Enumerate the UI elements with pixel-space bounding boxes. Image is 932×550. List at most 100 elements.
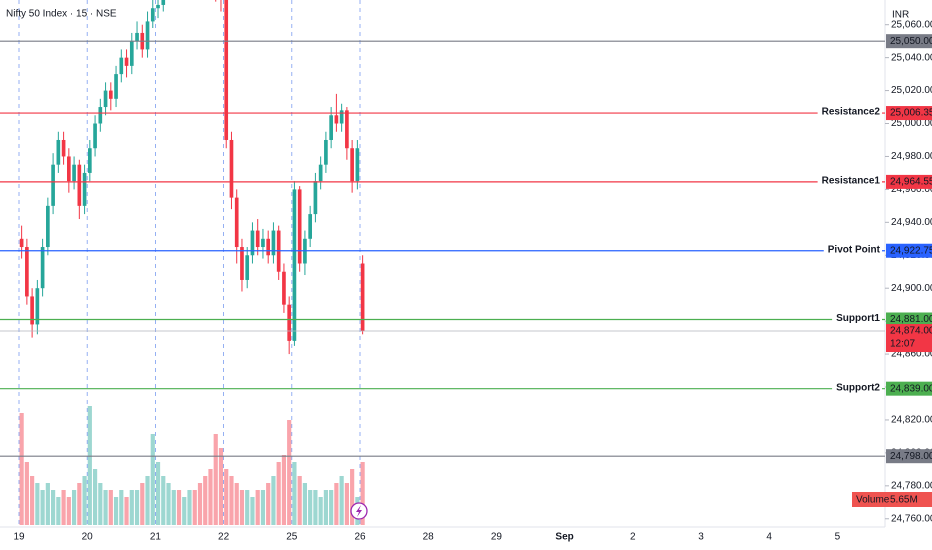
y-tick-label: 24,980.00 — [891, 151, 932, 162]
volume-bar — [360, 462, 365, 525]
volume-bar — [334, 483, 339, 525]
y-tick-label: 24,820.00 — [891, 415, 932, 426]
candle-body — [308, 214, 312, 239]
volume-bar — [124, 497, 129, 525]
candle-body — [129, 41, 134, 66]
volume-bar — [19, 413, 24, 525]
candle-body — [266, 238, 271, 256]
volume-bar — [318, 497, 323, 525]
candle-body — [355, 148, 360, 182]
level-tag-label: 24,964.55 — [890, 177, 932, 188]
candle-body — [40, 247, 45, 289]
volume-bar — [302, 483, 308, 525]
volume-bar — [129, 490, 134, 525]
volume-bar — [234, 483, 239, 525]
currency: INR — [892, 10, 909, 21]
level-tag — [886, 312, 932, 327]
volume-bar — [329, 490, 334, 525]
candle-body — [287, 304, 292, 341]
x-tick-label: Sep — [555, 532, 573, 543]
level-tag — [886, 174, 932, 189]
level-tag-label: 25,006.35 — [890, 108, 932, 119]
volume-value: 5.65M — [890, 495, 918, 506]
volume-bar — [323, 490, 328, 525]
candle-body — [25, 247, 29, 297]
volume-bar — [150, 434, 155, 525]
level-tag — [886, 449, 932, 464]
volume-tag — [852, 492, 932, 507]
volume-bar — [103, 490, 108, 525]
candle-body — [339, 110, 344, 124]
level-tag — [886, 243, 932, 258]
candle-body — [103, 90, 108, 108]
volume-bar — [203, 476, 208, 525]
volume-bar — [166, 483, 171, 525]
volume-bar — [218, 448, 224, 525]
volume-bar — [56, 497, 61, 525]
candle-body — [98, 107, 103, 124]
x-tick-label: 29 — [491, 532, 503, 543]
volume-bar — [239, 490, 245, 525]
x-tick-label: 4 — [766, 532, 772, 543]
candle-body — [150, 8, 155, 22]
x-tick-label: 5 — [835, 532, 841, 543]
level-tag-label: 24,922.75 — [890, 245, 932, 256]
volume-name: Volume — [856, 495, 890, 506]
x-tick-label: 25 — [286, 532, 298, 543]
volume-bar — [229, 476, 234, 525]
volume-bar — [92, 469, 98, 525]
volume-bar — [98, 483, 103, 525]
candle-body — [161, 0, 166, 5]
candle-body — [93, 123, 97, 149]
candle-body — [234, 197, 239, 248]
level-name-bg — [832, 381, 882, 395]
volume-bar — [255, 490, 260, 525]
level-name: Support1 — [836, 313, 880, 324]
volume-bar — [271, 476, 276, 525]
countdown: 12:07 — [890, 339, 915, 350]
candle-body — [329, 115, 333, 140]
candle-body — [282, 271, 286, 305]
candle-body — [360, 263, 365, 332]
y-tick-label: 24,940.00 — [891, 217, 932, 228]
candle-body — [297, 189, 302, 264]
volume-bar — [339, 476, 344, 525]
y-tick-label: 25,060.00 — [891, 19, 932, 30]
candle-body — [224, 0, 229, 140]
volume-bar — [292, 462, 297, 525]
level-tag — [886, 34, 932, 49]
x-tick-label: 2 — [630, 532, 636, 543]
volume-bar — [24, 462, 29, 525]
x-tick-label: 21 — [150, 532, 162, 543]
candle-body — [77, 164, 82, 206]
volume-bar — [176, 490, 182, 525]
candle-body — [156, 4, 160, 9]
level-name-bg — [832, 312, 882, 326]
candle-body — [72, 164, 76, 182]
x-tick-label: 26 — [354, 532, 366, 543]
candle-body — [135, 32, 139, 42]
candle-body — [318, 164, 323, 182]
candle-body — [124, 57, 129, 66]
candle-body — [51, 164, 55, 206]
volume-bar — [40, 490, 45, 525]
volume-bar — [82, 476, 87, 525]
y-tick-label: 25,000.00 — [891, 118, 932, 129]
level-name-bg — [817, 106, 882, 120]
volume-bar — [145, 476, 150, 525]
candle-body — [255, 230, 260, 248]
volume-bar — [35, 483, 40, 525]
volume-bar — [87, 406, 92, 525]
volume-bar — [344, 483, 349, 525]
level-tag — [886, 381, 932, 396]
volume-bar — [313, 490, 318, 525]
volume-bar — [276, 462, 281, 525]
candle-body — [292, 189, 297, 341]
volume-bar — [171, 490, 176, 525]
volume-bar — [250, 497, 255, 525]
candle-body — [271, 230, 276, 256]
candle-body — [334, 115, 339, 124]
candle-body — [119, 57, 124, 75]
candle-body — [350, 148, 354, 182]
